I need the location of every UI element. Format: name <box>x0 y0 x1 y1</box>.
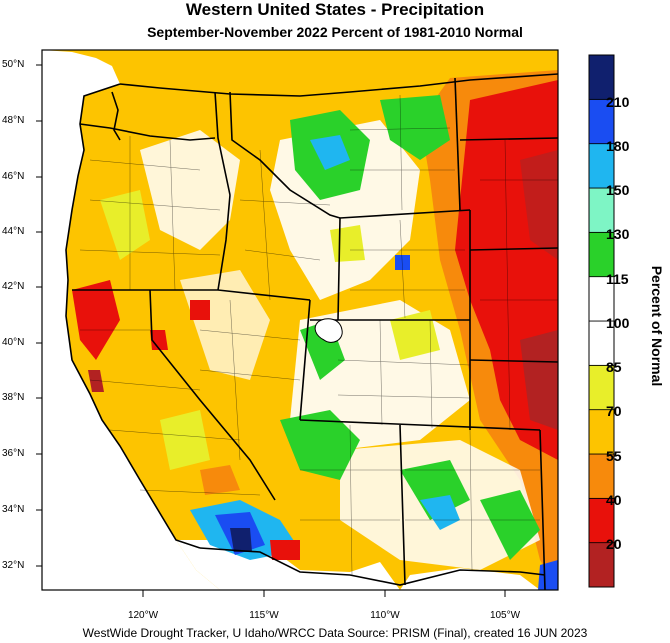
colorbar-label-70: 70 <box>606 403 622 419</box>
lat-label-50: 50°N <box>2 59 25 70</box>
lat-label-46: 46°N <box>2 171 25 182</box>
lat-label-36: 36°N <box>2 448 25 459</box>
colorbar-segment <box>588 54 615 100</box>
lat-label-38: 38°N <box>2 392 25 403</box>
colorbar-label-130: 130 <box>606 226 630 242</box>
county-boundaries <box>79 94 558 576</box>
colorbar-label-100: 100 <box>606 315 630 331</box>
footer-credit: WestWide Drought Tracker, U Idaho/WRCC D… <box>82 626 588 640</box>
state-boundaries <box>65 73 558 590</box>
map-title: Western United States - Precipitation <box>185 0 485 19</box>
colorbar-segment <box>588 409 615 455</box>
colorbar-segment <box>588 187 615 233</box>
lat-label-34: 34°N <box>2 504 25 515</box>
lat-label-44: 44°N <box>2 226 25 237</box>
great-salt-lake <box>314 318 343 343</box>
colorbar-label-40: 40 <box>606 492 622 508</box>
lon-label-105: 105°W <box>489 610 521 621</box>
colorbar-segment <box>588 320 615 366</box>
lon-label-120: 120°W <box>127 610 159 621</box>
colorbar-label-55: 55 <box>606 448 622 464</box>
colorbar-label-85: 85 <box>606 359 622 375</box>
colorbar-frame <box>588 54 615 588</box>
map-subtitle: September-November 2022 Percent of 1981-… <box>147 24 523 40</box>
colorbar-label-210: 210 <box>606 94 630 110</box>
colorbar-label-180: 180 <box>606 138 630 154</box>
colorbar <box>588 54 615 588</box>
lat-label-48: 48°N <box>2 115 25 126</box>
colorbar-title: Percent of Normal <box>649 265 665 387</box>
colorbar-label-115: 115 <box>606 271 629 287</box>
colorbar-segment <box>588 497 615 544</box>
lat-label-40: 40°N <box>2 337 25 348</box>
lon-label-110: 110°W <box>370 610 400 621</box>
lon-ticks <box>142 590 506 597</box>
precip-field <box>42 50 558 590</box>
colorbar-label-20: 20 <box>606 536 622 552</box>
lon-label-115: 115°W <box>249 610 279 621</box>
lat-label-32: 32°N <box>2 560 25 571</box>
map-frame <box>41 49 559 591</box>
colorbar-label-150: 150 <box>606 182 630 198</box>
lat-ticks <box>36 64 42 567</box>
lat-label-42: 42°N <box>2 281 25 292</box>
